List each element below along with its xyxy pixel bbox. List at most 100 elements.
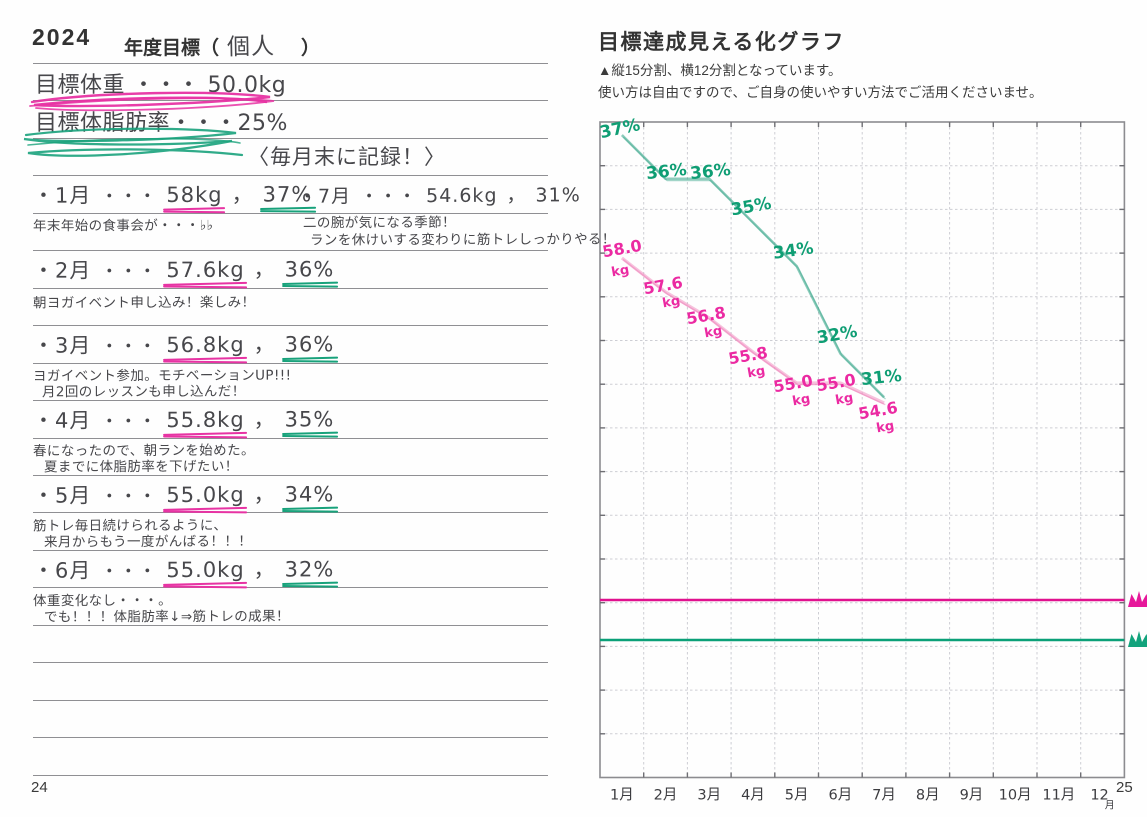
year-label: 2024 <box>32 24 92 50</box>
entry-comma: ， <box>253 557 276 582</box>
entry-june: ・6月 ・・・ 55.0kg ， 32% <box>33 553 334 585</box>
rule-line <box>33 175 548 177</box>
entry-dots: ・・・ <box>100 486 158 508</box>
month-axis-label: 11月 <box>1042 788 1075 804</box>
graph-instruction-line: 使い方は自由ですので、ご自身の使いやすい方法でご活用くださいませ。 <box>598 84 1043 100</box>
month-axis-label: 12 月 <box>1090 788 1114 812</box>
graph-instruction-line: ▲縦15分割、横12分割となっています。 <box>598 63 842 78</box>
rule-line <box>33 362 548 364</box>
rule-line <box>33 549 548 551</box>
entry-april: ・4月 ・・・ 55.8kg ， 35% <box>33 403 334 435</box>
month-axis-label: 10月 <box>999 788 1032 804</box>
entry-weight: 55.0kg <box>166 557 245 583</box>
entry-weight: 56.8kg <box>166 332 245 358</box>
entry-march-note: 月2回のレッスンも申し込んだ！ <box>41 383 246 401</box>
month-axis-label: 9月 <box>960 788 984 804</box>
bodyfat-point-label: 35% <box>729 194 773 221</box>
entry-comma: ， <box>253 257 276 282</box>
month-axis-label: 6月 <box>828 788 852 804</box>
weight-unit-label: kg <box>834 391 854 409</box>
entry-july: ・7月 ・・・ 54.6kg ， 31% <box>298 180 581 208</box>
record-reminder: 〈毎月末に記録！〉 <box>248 145 446 169</box>
graph-title: 目標達成見える化グラフ <box>598 31 845 54</box>
entry-month: ・6月 <box>32 558 92 583</box>
rule-line <box>33 587 548 589</box>
weight-unit-label: kg <box>875 419 895 437</box>
bodyfat-point-label: 34% <box>772 238 815 263</box>
entry-comma: ， <box>253 332 276 357</box>
weight-unit-label: kg <box>746 364 766 382</box>
rule-line <box>33 624 548 626</box>
entry-comma: ， <box>506 184 527 207</box>
rule-line <box>33 63 548 64</box>
entry-dots: ・・・ <box>100 186 158 208</box>
page-title-prefix: 年度目標（ <box>124 38 220 59</box>
page-number-left: 24 <box>31 779 48 796</box>
entry-february-note: 朝ヨガイベント申し込み！楽しみ！ <box>32 294 256 312</box>
entry-comma: ， <box>231 182 254 207</box>
entry-weight: 58kg <box>166 182 223 208</box>
tick-marks <box>600 122 1125 778</box>
rule-line <box>33 250 548 252</box>
weight-unit-label: kg <box>610 263 630 281</box>
entry-month: ・3月 <box>32 333 92 358</box>
rule-line <box>33 400 548 402</box>
rule-line <box>33 699 548 701</box>
entry-month: ・1月 <box>32 183 92 208</box>
entry-dots: ・・・ <box>100 411 158 433</box>
bodyfat-series-line <box>622 136 886 400</box>
entry-month: ・7月 <box>297 185 352 208</box>
bodyfat-point-label: 32% <box>815 322 859 349</box>
weight-series-line <box>622 259 886 406</box>
entry-month: ・2月 <box>32 258 92 283</box>
rule-line <box>33 325 548 327</box>
entry-july-note: ランを休けいする変わりに筋トレしっかりやる！ <box>309 231 616 249</box>
rule-line <box>33 512 548 514</box>
page-title: 年度目標（ 個人 ） <box>124 27 320 61</box>
entry-weight: 55.0kg <box>166 482 245 508</box>
rule-line <box>33 774 548 776</box>
entry-bodyfat: 36% <box>284 332 335 357</box>
rule-line <box>33 662 548 664</box>
month-axis: 1月 2月 3月 4月 5月 6月 7月 8月 9月 10月 11月 12 月 <box>610 788 1115 812</box>
entry-dots: ・・・ <box>100 336 158 358</box>
entry-comma: ， <box>253 482 276 507</box>
bodyfat-point-label: 36% <box>645 160 688 184</box>
grid <box>600 122 1125 778</box>
month-axis-label: 4月 <box>741 788 765 804</box>
entry-bodyfat: 36% <box>284 257 335 282</box>
entry-comma: ， <box>253 407 276 432</box>
point-labels: 37%36% 36%35%34%32%31%58.0kg57.6kg56.8kg5… <box>598 116 903 436</box>
rule-line <box>33 212 548 214</box>
crown-icon-pink <box>1128 591 1147 607</box>
entry-weight: 55.8kg <box>166 407 245 433</box>
page-title-handwritten-fill: 個人 <box>226 33 276 61</box>
bodyfat-series-line <box>620 134 886 399</box>
entry-february: ・2月 ・・・ 57.6kg ， 36% <box>33 253 334 285</box>
month-axis-label: 3月 <box>697 788 721 804</box>
month-axis-label: 1月 <box>610 788 634 804</box>
entry-june-note: でも！！！体脂肪率↓⇒筋トレの成果！ <box>43 608 290 626</box>
entry-dots: ・・・ <box>100 561 158 583</box>
entry-may: ・5月 ・・・ 55.0kg ， 34% <box>33 478 334 510</box>
weight-unit-label: kg <box>703 324 723 342</box>
rule-line <box>33 287 548 289</box>
entry-bodyfat: 35% <box>284 407 335 432</box>
month-axis-label: 8月 <box>916 788 940 804</box>
entry-month: ・5月 <box>32 483 92 508</box>
rule-line <box>33 474 548 476</box>
entry-dots: ・・・ <box>100 261 158 283</box>
entry-weight: 57.6kg <box>166 257 245 283</box>
goal-bodyfat-scribble <box>23 127 244 157</box>
weight-unit-label: kg <box>791 392 811 410</box>
entry-january-note: 年末年始の食事会が・・・♭♭ <box>32 217 214 235</box>
rule-line <box>33 437 548 439</box>
entry-month: ・4月 <box>32 408 92 433</box>
entry-april-note: 夏までに体脂肪率を下げたい！ <box>43 458 239 476</box>
entry-dots: ・・・ <box>360 186 418 208</box>
series-lines <box>620 134 886 406</box>
goal-graph: 37%36% 36%35%34%32%31%58.0kg57.6kg56.8kg5… <box>598 116 1147 812</box>
entry-bodyfat: 32% <box>284 557 335 582</box>
weight-point-label: 58.0 <box>601 236 643 262</box>
